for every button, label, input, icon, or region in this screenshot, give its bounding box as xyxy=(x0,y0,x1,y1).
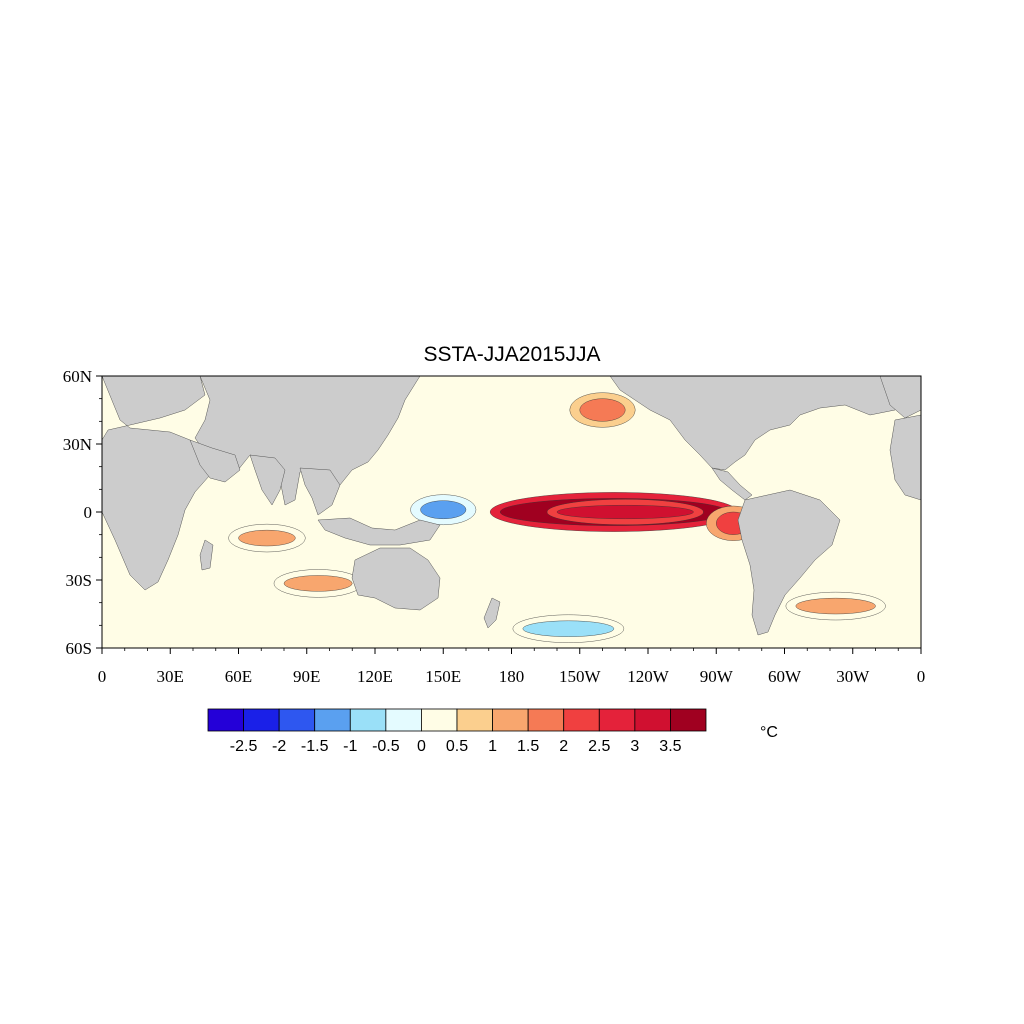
colorbar-label: 0.5 xyxy=(446,738,468,755)
longitude-axis: 0 30E 60E 90E 120E 150E 180 150W 120W 90W 60W 30W 0 xyxy=(98,648,926,686)
colorbar-label: -1.5 xyxy=(301,738,329,755)
x-tick-label: 30W xyxy=(836,667,870,686)
colorbar-label: 3 xyxy=(630,738,639,755)
colorbar-box xyxy=(243,708,280,732)
colorbar-box xyxy=(349,708,387,732)
colorbar-unit: °C xyxy=(760,724,778,741)
colorbar-label: -2.5 xyxy=(230,738,258,755)
landmass-south-america xyxy=(737,489,841,636)
colorbar-box xyxy=(563,708,600,732)
landmass-africa-east-horn xyxy=(889,414,921,501)
continents xyxy=(102,376,921,636)
landmass-madagascar xyxy=(199,539,214,571)
x-tick-label: 150W xyxy=(559,667,602,686)
colorbar-label: -1 xyxy=(343,738,357,755)
map-panel: 0 30E 60E 90E 120E 150E 180 150W 120W 90W 60W 30W 0 … xyxy=(63,367,926,686)
landmass-india xyxy=(249,454,286,506)
landmass-greenland xyxy=(879,376,921,419)
map-title: SSTA-JJA2015JJA xyxy=(423,343,600,366)
colorbar-box xyxy=(456,708,493,732)
latitude-axis: 60N 30N 0 30S 60S xyxy=(63,367,102,658)
colorbar-label: 3.5 xyxy=(659,738,681,755)
colorbar-box xyxy=(385,708,422,732)
x-tick-label: 90W xyxy=(700,667,734,686)
y-tick-label: 30S xyxy=(66,571,92,590)
landmass-north-america xyxy=(609,376,921,471)
colorbar-box xyxy=(670,708,707,732)
colorbar-box xyxy=(421,708,458,732)
x-tick-label: 0 xyxy=(917,667,926,686)
colorbar-labels: -2.5 -2 -1.5 -1 -0.5 0 0.5 1 1.5 2 2.5 3 3.5 xyxy=(230,738,682,755)
x-tick-label: 60W xyxy=(768,667,802,686)
anomaly-western-pacific-cold xyxy=(420,500,467,519)
colorbar-label: 1.5 xyxy=(517,738,539,755)
anomaly-south-pacific-cold xyxy=(522,620,615,637)
colorbar-box xyxy=(492,708,529,732)
colorbar-box xyxy=(278,708,316,732)
x-tick-label: 180 xyxy=(499,667,525,686)
colorbar-label: 2.5 xyxy=(588,738,610,755)
landmass-indochina xyxy=(299,467,341,516)
anomaly-indian-ocean-warm xyxy=(238,529,296,547)
x-tick-label: 60E xyxy=(225,667,252,686)
colorbar: -2.5 -2 -1.5 -1 -0.5 0 0.5 1 1.5 2 2.5 3 3.5 °C xyxy=(207,708,778,755)
landmass-arabia xyxy=(189,439,241,483)
colorbar-boxes xyxy=(207,708,707,732)
y-tick-label: 30N xyxy=(63,435,92,454)
x-tick-label: 150E xyxy=(425,667,461,686)
landmass-indonesia xyxy=(317,517,441,546)
colorbar-box xyxy=(314,708,351,732)
colorbar-box xyxy=(634,708,671,732)
y-tick-label: 0 xyxy=(84,503,93,522)
landmass-africa-europe xyxy=(102,376,211,591)
colorbar-box xyxy=(527,708,565,732)
colorbar-box xyxy=(598,708,636,732)
y-tick-label: 60N xyxy=(63,367,92,386)
landmass-central-america xyxy=(711,467,753,501)
landmass-australia xyxy=(351,547,441,611)
x-tick-label: 30E xyxy=(157,667,184,686)
colorbar-label: 0 xyxy=(417,738,426,755)
anomaly-contours xyxy=(228,376,886,643)
x-tick-label: 0 xyxy=(98,667,107,686)
anomaly-south-atlantic-warm xyxy=(795,597,876,615)
colorbar-label: -0.5 xyxy=(372,738,400,755)
anomaly-nino3-core xyxy=(556,505,694,520)
colorbar-label: 2 xyxy=(559,738,568,755)
x-tick-label: 120E xyxy=(357,667,393,686)
y-tick-label: 60S xyxy=(66,639,92,658)
landmass-new-zealand xyxy=(483,597,501,629)
anomaly-south-indian-warm xyxy=(283,575,353,592)
colorbar-label: 1 xyxy=(488,738,497,755)
anomaly-north-pacific-blob xyxy=(579,398,626,422)
x-tick-label: 90E xyxy=(293,667,320,686)
x-tick-label: 120W xyxy=(627,667,670,686)
colorbar-box xyxy=(207,708,244,732)
colorbar-label: -2 xyxy=(272,738,286,755)
